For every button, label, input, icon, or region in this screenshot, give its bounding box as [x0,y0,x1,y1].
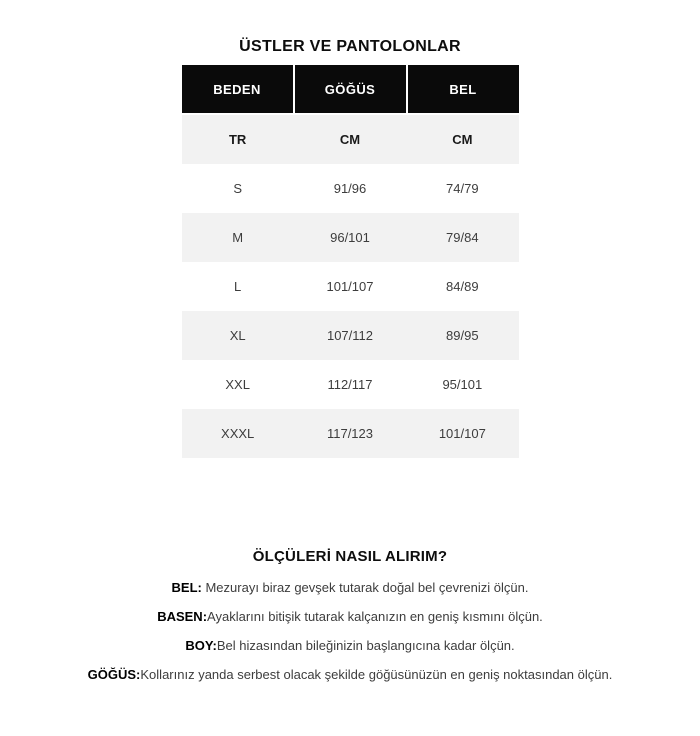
chest-cell: 101/107 [326,279,374,294]
size-cell: XL [229,328,246,343]
waist-cell: 95/101 [442,377,483,392]
page-title: ÜSTLER VE PANTOLONLAR [239,38,461,55]
unit-cell-waist: CM [452,132,473,147]
table-header-row: BEDEN GÖĞÜS BEL [181,65,519,113]
guide-text: Ayaklarını bitişik tutarak kalçanızın en… [207,609,543,624]
size-table: BEDEN GÖĞÜS BEL TR CM CM S 91/96 74/79 M… [181,65,519,458]
waist-cell: 74/79 [446,181,479,196]
waist-cell: 89/95 [446,328,479,343]
size-cell: S [233,181,242,196]
table-row: XL 107/112 89/95 [181,311,519,360]
guide-label: BOY: [185,638,217,653]
guide-item-gogus: GÖĞÜS:Kollarınız yanda serbest olacak şe… [0,667,700,683]
waist-cell: 101/107 [438,426,486,441]
guide-item-bel: BEL: Mezurayı biraz gevşek tutarak doğal… [0,580,700,596]
chest-cell: 96/101 [330,230,370,245]
table-row: XXXL 117/123 101/107 [181,409,519,458]
chest-cell: 91/96 [333,181,367,196]
guide-text: Mezurayı biraz gevşek tutarak doğal bel … [201,580,529,595]
size-cell: L [234,279,242,294]
guide-label: GÖĞÜS: [87,667,141,682]
unit-row: TR CM CM [181,115,519,164]
guide-label: BASEN: [157,609,208,624]
chest-cell: 117/123 [326,426,373,441]
waist-cell: 84/89 [446,279,479,294]
header-cell-gogus: GÖĞÜS [294,65,406,113]
guide-text: Bel hizasından bileğinizin başlangıcına … [216,638,515,653]
header-cell-bel: BEL [407,65,519,113]
unit-cell-chest: CM [339,132,361,147]
size-cell: XXL [225,377,250,392]
table-row: S 91/96 74/79 [182,164,519,213]
size-cell: M [232,230,244,245]
measure-guide-section: ÖLÇÜLERİ NASIL ALIRIM? BEL: Mezurayı bir… [0,548,700,683]
guide-label: BEL: [171,580,202,595]
guide-item-boy: BOY:Bel hizasından bileğinizin başlangıc… [0,638,700,654]
guide-text: Kollarınız yanda serbest olacak şekilde … [140,667,613,682]
chest-cell: 112/117 [327,377,373,392]
table-row: M 96/101 79/84 [181,213,519,262]
size-cell: XXXL [221,426,255,441]
table-row: XXL 112/117 95/101 [182,360,519,409]
unit-cell-size: TR [228,132,247,147]
chest-cell: 107/112 [326,328,373,343]
table-row: L 101/107 84/89 [182,262,519,311]
header-cell-beden: BEDEN [181,65,293,113]
guide-item-basen: BASEN:Ayaklarını bitişik tutarak kalçanı… [0,609,700,625]
guide-heading: ÖLÇÜLERİ NASIL ALIRIM? [252,548,448,565]
waist-cell: 79/84 [446,230,479,245]
